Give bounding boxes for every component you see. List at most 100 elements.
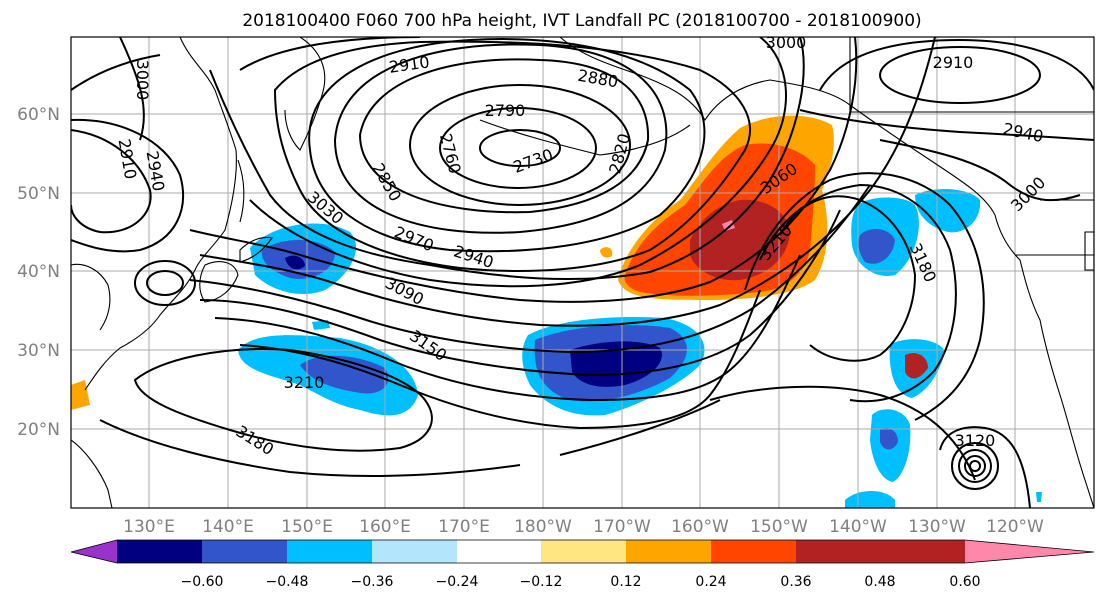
contour-2730 — [479, 129, 561, 167]
lat-label-20n: 20°N — [17, 420, 60, 440]
colorbar-tick-6: 0.12 — [610, 574, 641, 590]
contour-3180-east — [709, 385, 976, 481]
colorbar-tick-7: 0.24 — [695, 574, 726, 590]
shade-pos-speck — [600, 247, 613, 258]
colorbar-outline — [70, 539, 1095, 564]
colorbar-extend-high — [965, 540, 1094, 563]
colorbar-segment-6 — [541, 540, 626, 563]
colorbar-segment-7 — [626, 540, 711, 563]
contour-3150 — [239, 289, 761, 430]
contour-wlow-2 — [134, 260, 196, 306]
contour-3120 — [214, 254, 801, 402]
contour-2910 — [273, 40, 751, 272]
contour-ty-4 — [951, 442, 999, 490]
contour-3210-east — [779, 195, 917, 362]
height-contours — [71, 37, 1094, 508]
longitude-labels: 130°E 140°E 150°E 160°E 170°E 180°W 170°… — [123, 517, 1044, 537]
contour-2940-ne — [819, 38, 1094, 91]
colorbar-tick-4: −0.24 — [436, 574, 479, 590]
contour-2970 — [209, 37, 805, 280]
contour-3000-w — [119, 37, 145, 141]
graticule — [71, 37, 1094, 508]
lon-label-180w: 180°W — [514, 517, 572, 537]
lat-label-60n: 60°N — [17, 105, 60, 125]
colorbar-tick-9: 0.48 — [864, 574, 895, 590]
lon-label-140e: 140°E — [202, 517, 254, 537]
contour-3180-gulf — [759, 183, 957, 403]
contour-2790 — [409, 84, 631, 206]
lon-label-120w: 120°W — [986, 517, 1044, 537]
contour-2760 — [439, 107, 597, 189]
colorbar-tick-8: 0.36 — [780, 574, 811, 590]
contour-label-2790: 2790 — [485, 101, 526, 120]
map-title: 2018100400 F060 700 hPa height, IVT Land… — [242, 11, 921, 31]
colorbar-tick-2: −0.48 — [266, 574, 309, 590]
lon-label-160e: 160°E — [359, 517, 411, 537]
contour-ty-3 — [958, 449, 992, 483]
shade-neg-westpac-core — [300, 355, 389, 394]
colorbar-extend-low — [71, 540, 117, 563]
shade-neg-subtrop-core — [905, 353, 928, 379]
shade-neg-bc — [915, 188, 981, 233]
shade-neg-mexico — [1036, 492, 1042, 502]
colorbar-segment-1 — [117, 540, 202, 563]
colorbar-tick-10: 0.60 — [949, 574, 980, 590]
colorbar-segment-4 — [372, 540, 457, 563]
coast-china — [71, 263, 113, 508]
lat-label-30n: 30°N — [17, 341, 60, 361]
map-background — [71, 37, 1094, 508]
contour-2940-w — [71, 118, 185, 253]
lon-label-150w: 150°W — [750, 517, 808, 537]
contour-label-2910-ne: 2910 — [933, 53, 974, 72]
colorbar-tick-1: −0.60 — [181, 574, 224, 590]
lon-label-140w: 140°W — [829, 517, 887, 537]
contour-2910-w — [71, 129, 152, 234]
contour-2880 — [308, 38, 706, 253]
lon-label-160w: 160°W — [671, 517, 729, 537]
colorbar-tick-5: −0.12 — [520, 574, 563, 590]
colorbar-segment-3 — [287, 540, 372, 563]
shade-pos-left-edge — [71, 380, 90, 410]
contour-ty-2 — [964, 455, 986, 477]
contour-3210-west — [133, 348, 433, 452]
coast-asia-east — [84, 37, 237, 391]
colorbar-segment-2 — [202, 540, 287, 563]
contour-3180-west — [99, 399, 721, 477]
colorbar-segment-10 — [880, 540, 965, 563]
lon-label-130e: 130°E — [123, 517, 175, 537]
coast-alaska — [559, 37, 996, 216]
coast-na-west — [994, 214, 1094, 508]
contour-3030 — [199, 37, 936, 327]
shade-neg-hawaii-core — [880, 428, 898, 450]
lat-label-40n: 40°N — [17, 262, 60, 282]
contour-3000 — [71, 37, 858, 303]
shade-pos-peak — [722, 220, 735, 231]
map-panel: 3000 2910 2880 2790 2730 2760 2820 2850 … — [17, 33, 1095, 537]
colorbar-segment-9 — [796, 540, 880, 563]
contour-wlow-1 — [146, 270, 184, 296]
lon-label-150e: 150°E — [281, 517, 333, 537]
contour-3150-gulf — [744, 172, 985, 421]
contour-labels: 3000 2910 2880 2790 2730 2760 2820 2850 … — [115, 33, 1050, 459]
contour-label-3210-w: 3210 — [284, 373, 325, 392]
contour-3060 — [189, 184, 871, 354]
contour-3090 — [199, 209, 841, 377]
contour-2910-ne — [879, 46, 1041, 104]
latitude-labels: 60°N 50°N 40°N 30°N 20°N — [17, 105, 60, 440]
ivt-negative-shading — [238, 188, 1042, 508]
lat-label-50n: 50°N — [17, 184, 60, 204]
contour-2820 — [358, 58, 650, 214]
contour-label-3120: 3120 — [955, 431, 996, 450]
shade-pos-strong — [690, 199, 790, 281]
contour-ty-1 — [969, 460, 981, 472]
contour-2850 — [333, 43, 668, 234]
lon-label-170w: 170°W — [593, 517, 651, 537]
lon-label-170e: 170°E — [438, 517, 490, 537]
colorbar: −0.60 −0.48 −0.36 −0.24 −0.12 0.12 0.24 … — [70, 539, 1095, 590]
map-frame — [70, 36, 1095, 509]
shade-neg-gulf-core — [858, 228, 895, 264]
contour-label-3000-w: 3000 — [133, 60, 152, 101]
colorbar-segment-5 — [457, 540, 541, 563]
contour-label-3000-n: 3000 — [766, 33, 807, 52]
